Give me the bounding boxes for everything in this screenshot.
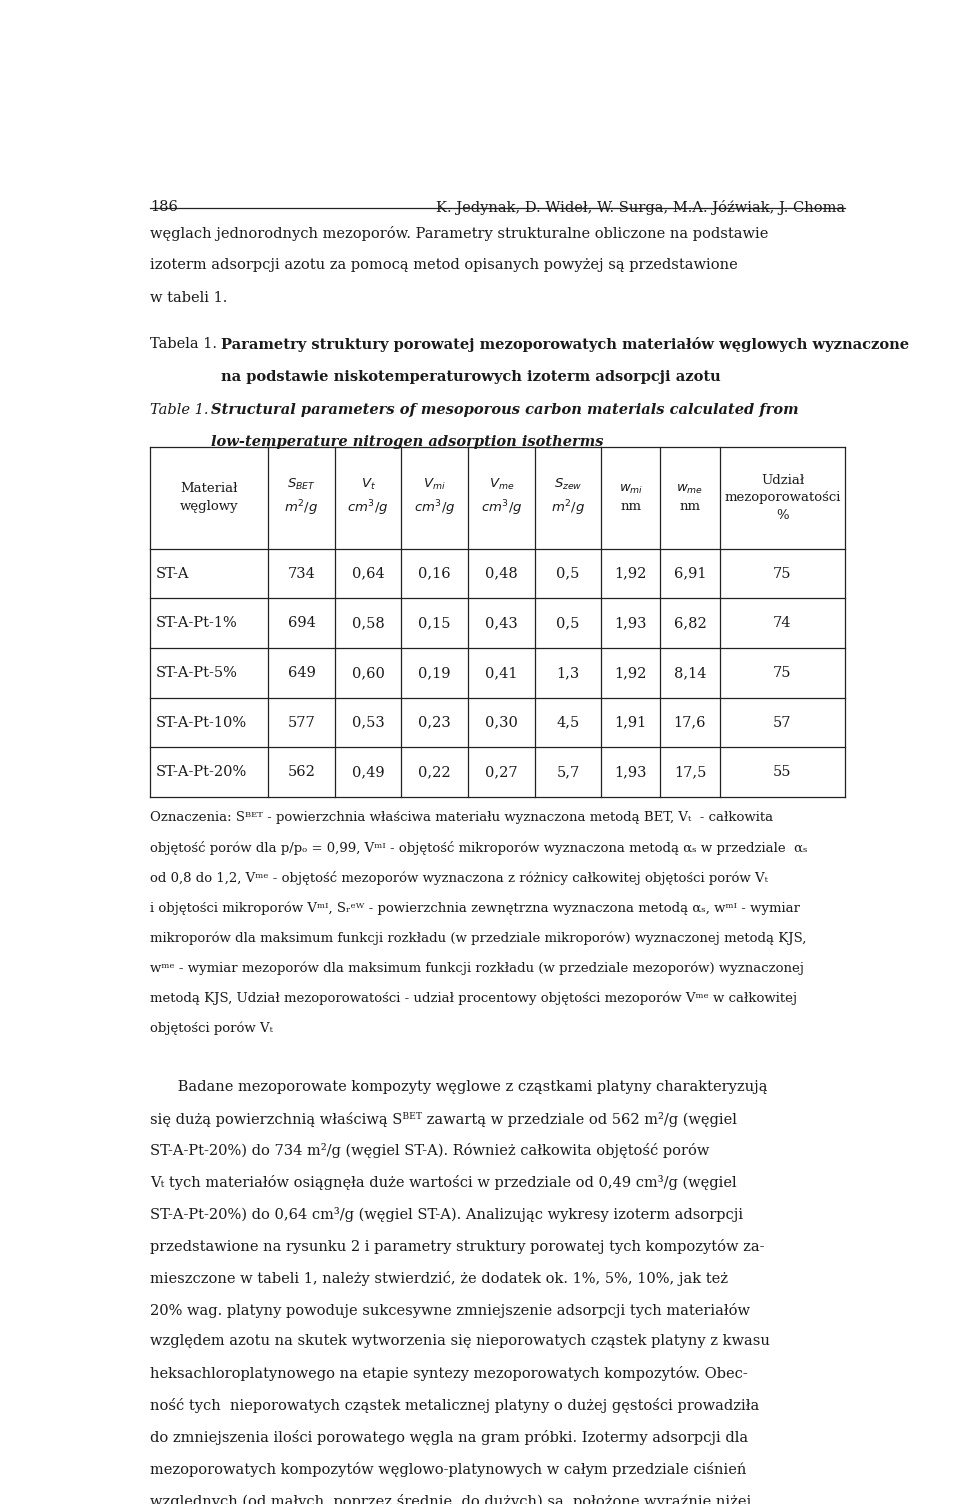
Text: do zmniejszenia ilości porowatego węgla na gram próbki. Izotermy adsorpcji dla: do zmniejszenia ilości porowatego węgla … [150, 1430, 748, 1445]
Text: $V_{me}$
$cm^3/g$: $V_{me}$ $cm^3/g$ [481, 477, 522, 519]
Text: Parametry struktury porowatej mezoporowatych materiałów węglowych wyznaczone: Parametry struktury porowatej mezoporowa… [221, 337, 909, 352]
Text: 55: 55 [773, 766, 792, 779]
Text: względem azotu na skutek wytworzenia się nieporowatych cząstek platyny z kwasu: względem azotu na skutek wytworzenia się… [150, 1334, 770, 1349]
Text: objętości porów Vₜ: objętości porów Vₜ [150, 1021, 273, 1035]
Text: metodą KJS, Udział mezoporowatości - udział procentowy objętości mezoporów Vᵐᵉ w: metodą KJS, Udział mezoporowatości - udz… [150, 991, 797, 1005]
Text: 74: 74 [773, 617, 792, 630]
Text: $w_{me}$
nm: $w_{me}$ nm [677, 483, 704, 513]
Text: się dużą powierzchnią właściwą Sᴮᴱᵀ zawartą w przedziale od 562 m²/g (węgiel: się dużą powierzchnią właściwą Sᴮᴱᵀ zawa… [150, 1111, 736, 1126]
Text: 1,91: 1,91 [614, 716, 647, 729]
Text: przedstawione na rysunku 2 i parametry struktury porowatej tych kompozytów za-: przedstawione na rysunku 2 i parametry s… [150, 1239, 764, 1254]
Text: Badane mezoporowate kompozyty węglowe z cząstkami platyny charakteryzują: Badane mezoporowate kompozyty węglowe z … [150, 1080, 767, 1093]
Text: low-temperature nitrogen adsorption isotherms: low-temperature nitrogen adsorption isot… [211, 435, 603, 450]
Text: Vₜ tych materiałów osiągnęła duże wartości w przedziale od 0,49 cm³/g (węgiel: Vₜ tych materiałów osiągnęła duże wartoś… [150, 1175, 736, 1190]
Text: 562: 562 [288, 766, 316, 779]
Text: 0,43: 0,43 [485, 617, 517, 630]
Text: 0,5: 0,5 [556, 617, 580, 630]
Text: 0,5: 0,5 [556, 567, 580, 581]
Text: 17,5: 17,5 [674, 766, 707, 779]
Text: $V_{mi}$
$cm^3/g$: $V_{mi}$ $cm^3/g$ [414, 477, 455, 519]
Text: mezoporowatych kompozytów węglowo-platynowych w całym przedziale ciśnień: mezoporowatych kompozytów węglowo-platyn… [150, 1462, 746, 1477]
Text: 5,7: 5,7 [556, 766, 580, 779]
Text: 0,49: 0,49 [351, 766, 384, 779]
Text: na podstawie niskotemperaturowych izoterm adsorpcji azotu: na podstawie niskotemperaturowych izoter… [221, 370, 721, 384]
Text: ST-A-Pt-20%) do 0,64 cm³/g (węgiel ST-A). Analizując wykresy izoterm adsorpcji: ST-A-Pt-20%) do 0,64 cm³/g (węgiel ST-A)… [150, 1208, 743, 1223]
Text: 649: 649 [288, 666, 316, 680]
Text: $V_t$
$cm^3/g$: $V_t$ $cm^3/g$ [348, 477, 389, 519]
Text: 0,58: 0,58 [351, 617, 384, 630]
Text: Materiał
węglowy: Materiał węglowy [180, 483, 238, 513]
Text: 0,53: 0,53 [351, 716, 384, 729]
Text: 17,6: 17,6 [674, 716, 707, 729]
Text: 1,92: 1,92 [614, 567, 647, 581]
Text: objętość porów dla p/pₒ = 0,99, Vᵐᴵ - objętość mikroporów wyznaczona metodą αₛ w: objętość porów dla p/pₒ = 0,99, Vᵐᴵ - ob… [150, 841, 807, 856]
Text: i objętości mikroporów Vᵐᴵ, Sᵣᵉᵂ - powierzchnia zewnętrzna wyznaczona metodą αₛ,: i objętości mikroporów Vᵐᴵ, Sᵣᵉᵂ - powie… [150, 901, 800, 914]
Text: ST-A: ST-A [156, 567, 189, 581]
Text: 0,60: 0,60 [351, 666, 385, 680]
Text: $S_{zew}$
$m^2/g$: $S_{zew}$ $m^2/g$ [551, 477, 585, 519]
Text: ST-A-Pt-20%: ST-A-Pt-20% [156, 766, 247, 779]
Text: 4,5: 4,5 [556, 716, 580, 729]
Text: 75: 75 [773, 666, 792, 680]
Text: 0,30: 0,30 [485, 716, 517, 729]
Text: 0,19: 0,19 [419, 666, 451, 680]
Text: 0,64: 0,64 [351, 567, 384, 581]
Text: heksachloroplatynowego na etapie syntezy mezoporowatych kompozytów. Obec-: heksachloroplatynowego na etapie syntezy… [150, 1366, 748, 1381]
Text: 0,48: 0,48 [485, 567, 517, 581]
Text: 0,23: 0,23 [419, 716, 451, 729]
Text: 6,82: 6,82 [674, 617, 707, 630]
Text: względnych (od małych, poprzez średnie, do dużych) są  położone wyraźnie niżej: względnych (od małych, poprzez średnie, … [150, 1493, 751, 1504]
Text: ność tych  nieporowatych cząstek metalicznej platyny o dużej gęstości prowadziła: ność tych nieporowatych cząstek metalicz… [150, 1399, 759, 1414]
Text: od 0,8 do 1,2, Vᵐᵉ - objętość mezoporów wyznaczona z różnicy całkowitej objętośc: od 0,8 do 1,2, Vᵐᵉ - objętość mezoporów … [150, 871, 768, 886]
Text: 6,91: 6,91 [674, 567, 707, 581]
Text: 694: 694 [288, 617, 316, 630]
Text: 577: 577 [288, 716, 315, 729]
Text: 0,16: 0,16 [419, 567, 451, 581]
Text: ST-A-Pt-1%: ST-A-Pt-1% [156, 617, 237, 630]
Text: 1,93: 1,93 [614, 617, 647, 630]
Text: 20% wag. platyny powoduje sukcesywne zmniejszenie adsorpcji tych materiałów: 20% wag. platyny powoduje sukcesywne zmn… [150, 1302, 750, 1318]
Text: 1,93: 1,93 [614, 766, 647, 779]
Text: ST-A-Pt-10%: ST-A-Pt-10% [156, 716, 247, 729]
Text: 0,27: 0,27 [485, 766, 517, 779]
Text: 75: 75 [773, 567, 792, 581]
Text: K. Jedynak, D. Wideł, W. Surga, M.A. Jóźwiak, J. Choma: K. Jedynak, D. Wideł, W. Surga, M.A. Jóź… [436, 200, 846, 215]
Text: Oznaczenia: Sᴮᴱᵀ - powierzchnia właściwa materiału wyznaczona metodą BET, Vₜ  - : Oznaczenia: Sᴮᴱᵀ - powierzchnia właściwa… [150, 811, 773, 824]
Text: mieszczone w tabeli 1, należy stwierdzić, że dodatek ok. 1%, 5%, 10%, jak też: mieszczone w tabeli 1, należy stwierdzić… [150, 1271, 728, 1286]
Text: 1,92: 1,92 [614, 666, 647, 680]
Text: w tabeli 1.: w tabeli 1. [150, 290, 228, 305]
Text: 0,15: 0,15 [419, 617, 451, 630]
Text: ST-A-Pt-5%: ST-A-Pt-5% [156, 666, 237, 680]
Text: Structural parameters of mesoporous carbon materials calculated from: Structural parameters of mesoporous carb… [211, 403, 799, 417]
Text: 8,14: 8,14 [674, 666, 707, 680]
Text: izoterm adsorpcji azotu za pomocą metod opisanych powyżej są przedstawione: izoterm adsorpcji azotu za pomocą metod … [150, 259, 737, 272]
Text: $S_{BET}$
$m^2/g$: $S_{BET}$ $m^2/g$ [284, 477, 319, 519]
Text: Udział
mezoporowatości
%: Udział mezoporowatości % [724, 474, 841, 522]
Text: 734: 734 [288, 567, 316, 581]
Text: Tabela 1.: Tabela 1. [150, 337, 217, 352]
Text: $w_{mi}$
nm: $w_{mi}$ nm [618, 483, 643, 513]
Text: 186: 186 [150, 200, 178, 214]
Text: Table 1.: Table 1. [150, 403, 208, 417]
Text: mikroporów dla maksimum funkcji rozkładu (w przedziale mikroporów) wyznaczonej m: mikroporów dla maksimum funkcji rozkładu… [150, 931, 806, 945]
Text: ST-A-Pt-20%) do 734 m²/g (węgiel ST-A). Również całkowita objętość porów: ST-A-Pt-20%) do 734 m²/g (węgiel ST-A). … [150, 1143, 709, 1158]
Text: 0,22: 0,22 [419, 766, 451, 779]
Text: wᵐᵉ - wymiar mezoporów dla maksimum funkcji rozkładu (w przedziale mezoporów) wy: wᵐᵉ - wymiar mezoporów dla maksimum funk… [150, 961, 804, 975]
Text: 1,3: 1,3 [556, 666, 580, 680]
Text: 57: 57 [773, 716, 792, 729]
Text: 0,41: 0,41 [485, 666, 517, 680]
Text: węglach jednorodnych mezoporów. Parametry strukturalne obliczone na podstawie: węglach jednorodnych mezoporów. Parametr… [150, 226, 768, 241]
